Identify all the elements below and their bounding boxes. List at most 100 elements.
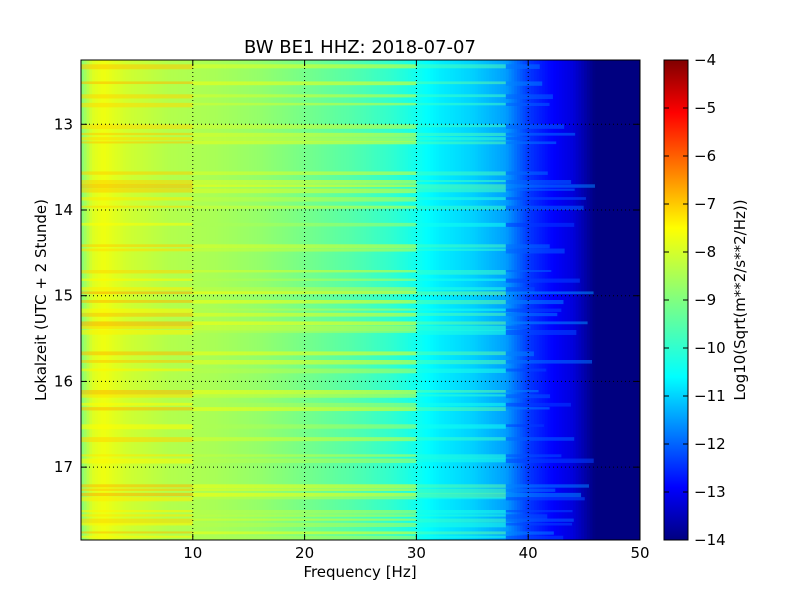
heatmap-band (81, 287, 193, 291)
heatmap-band (416, 197, 506, 201)
heatmap-band (416, 531, 506, 535)
heatmap-band (192, 205, 417, 209)
heatmap-band (416, 402, 506, 407)
heatmap-band (505, 188, 575, 191)
heatmap-band (416, 458, 506, 463)
heatmap-band (192, 308, 417, 311)
heatmap-band (416, 510, 506, 514)
heatmap-band (81, 531, 193, 534)
heatmap-band (81, 64, 193, 70)
heatmap-band (416, 360, 506, 365)
heatmap-band (81, 94, 193, 99)
heatmap-column (578, 60, 582, 540)
heatmap-band (192, 402, 417, 408)
x-tick-label: 20 (295, 544, 314, 562)
heatmap-band (81, 81, 193, 85)
heatmap-band (416, 368, 506, 373)
heatmap-band (81, 402, 193, 406)
heatmap-band (505, 454, 562, 458)
heatmap-column (634, 60, 638, 540)
heatmap-band (81, 102, 193, 108)
heatmap-band (81, 141, 193, 144)
heatmap-band (81, 454, 193, 457)
heatmap-band (416, 291, 506, 296)
heatmap-column (612, 60, 616, 540)
colorbar-tick-label: −6 (694, 147, 716, 165)
heatmap-band (192, 300, 417, 304)
heatmap-band (505, 244, 550, 249)
heatmap-band (81, 368, 193, 372)
heatmap-band (505, 64, 540, 69)
heatmap-band (192, 124, 417, 129)
x-tick-label: 50 (630, 544, 649, 562)
heatmap-band (192, 132, 417, 137)
heatmap-band (505, 330, 577, 335)
heatmap-band (416, 205, 506, 210)
heatmap-band (505, 300, 564, 305)
heatmap-band (416, 184, 506, 189)
heatmap-band (81, 407, 193, 411)
heatmap-band (81, 270, 193, 274)
heatmap-band (192, 514, 417, 517)
heatmap-band (81, 458, 193, 464)
heatmap-band (81, 522, 193, 526)
heatmap-band (505, 102, 550, 106)
heatmap-band (192, 312, 417, 317)
colorbar-tick-label: −11 (694, 387, 726, 405)
heatmap-column (606, 60, 610, 540)
heatmap-band (192, 407, 417, 412)
heatmap-band (192, 351, 417, 356)
plot-area (81, 60, 640, 540)
heatmap-band (416, 488, 506, 494)
heatmap-band (416, 171, 506, 176)
heatmap-band (416, 124, 506, 128)
heatmap-band (81, 180, 193, 185)
heatmap-band (416, 497, 506, 500)
heatmap-band (505, 171, 548, 175)
heatmap-band (505, 291, 594, 295)
heatmap-band (505, 312, 558, 317)
heatmap-band (505, 287, 535, 292)
x-tick-label: 30 (407, 544, 426, 562)
heatmap-band (505, 514, 548, 519)
heatmap-column (586, 60, 591, 540)
y-tick-label: 15 (54, 287, 73, 305)
heatmap-band (81, 124, 193, 129)
heatmap-band (81, 390, 193, 395)
heatmap-band (505, 278, 580, 283)
heatmap-band (505, 325, 531, 329)
heatmap-column (628, 60, 633, 540)
heatmap-band (192, 180, 417, 184)
heatmap-band (416, 244, 506, 248)
heatmap-band (81, 394, 193, 398)
heatmap-band (192, 171, 417, 175)
heatmap-band (81, 360, 193, 363)
colorbar-tick-label: −12 (694, 435, 726, 453)
heatmap-band (192, 141, 417, 145)
colorbar-tick-label: −5 (694, 99, 716, 117)
colorbar-tick-label: −8 (694, 243, 716, 261)
heatmap-band (416, 492, 506, 498)
heatmap-band (81, 351, 193, 356)
heatmap-column (589, 60, 594, 540)
heatmap-column (637, 60, 640, 540)
heatmap-band (505, 535, 564, 540)
heatmap-band (505, 132, 576, 136)
heatmap-band (416, 308, 506, 311)
heatmap-band (505, 205, 584, 211)
heatmap-band (192, 64, 417, 69)
heatmap-band (505, 497, 585, 501)
heatmap-band (81, 248, 193, 252)
heatmap-band (192, 287, 417, 292)
heatmap-band (192, 321, 417, 326)
heatmap-band (81, 137, 193, 141)
heatmap-band (505, 321, 588, 325)
heatmap-column (575, 60, 580, 540)
heatmap-band (81, 197, 193, 201)
heatmap-band (505, 360, 593, 364)
heatmap-band (505, 137, 530, 140)
y-tick-label: 16 (54, 372, 73, 390)
heatmap-band (416, 394, 506, 397)
y-tick-label: 13 (54, 115, 73, 133)
colorbar-tick-label: −4 (694, 51, 716, 69)
